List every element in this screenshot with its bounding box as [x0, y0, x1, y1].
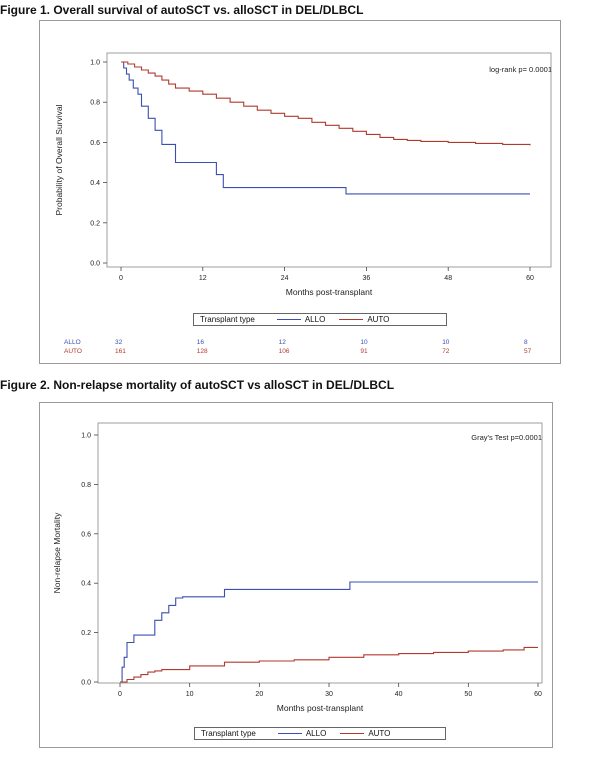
x-tick-label: 0 [118, 691, 122, 698]
risk-cell: 16 [196, 339, 205, 346]
y-axis-label: Non-relapse Mortality [52, 512, 62, 594]
risk-cell: 106 [278, 348, 290, 355]
x-tick-label: 24 [281, 275, 289, 282]
risk-row-label: ALLO [64, 339, 81, 346]
y-tick-label: 0.8 [81, 482, 91, 489]
x-tick-label: 12 [199, 275, 207, 282]
figure-2-legend: Transplant type ALLO AUTO [194, 727, 446, 740]
y-tick-label: 0.0 [90, 261, 100, 268]
legend-allo-swatch [277, 733, 302, 734]
risk-cell: 12 [278, 339, 286, 346]
risk-row-label: AUTO [64, 348, 82, 355]
legend-allo-label: ALLO [304, 315, 326, 324]
x-tick-label: 0 [119, 275, 123, 282]
figure-1-legend: Transplant type ALLO AUTO [193, 313, 447, 326]
x-tick-label: 20 [255, 691, 263, 698]
risk-cell: 8 [524, 339, 528, 346]
series-auto-line [121, 61, 531, 146]
risk-cell: 57 [524, 348, 532, 355]
plot-frame [106, 52, 552, 268]
figure-2-panel: Gray's Test p=0.0001 0.0 0.2 0.4 0.6 0.8 1.0 0… [39, 402, 553, 748]
risk-cell: 10 [360, 339, 368, 346]
y-tick-label: 0.4 [90, 180, 100, 187]
y-tick-label: 1.0 [90, 60, 100, 67]
x-tick-label: 60 [526, 275, 534, 282]
y-tick-label: 0.8 [90, 100, 100, 107]
y-tick-label: 0.4 [81, 581, 91, 588]
figure-1-annotation: log-rank p= 0.0001 [489, 65, 552, 74]
figure-2-title: Figure 2. Non-relapse mortality of autoS… [0, 378, 395, 392]
figure-2-legend-title: Transplant type [201, 729, 256, 738]
risk-cell: 128 [196, 348, 208, 355]
series-allo-line [120, 581, 538, 683]
plot-frame [97, 422, 543, 684]
risk-cell: 10 [442, 339, 450, 346]
x-axis-label: Months post-transplant [277, 703, 364, 713]
risk-cell: 91 [360, 348, 368, 355]
figure-2-plot: Gray's Test p=0.0001 0.0 0.2 0.4 0.6 0.8 1.0 0… [52, 422, 543, 713]
y-tick-label: 0.2 [90, 220, 100, 227]
y-tick-label: 0.0 [81, 680, 91, 687]
figure-1-title: Figure 1. Overall survival of autoSCT vs… [0, 3, 364, 17]
y-tick-label: 1.0 [81, 433, 91, 440]
legend-auto-label: AUTO [367, 315, 390, 324]
risk-cell: 72 [442, 348, 450, 355]
y-tick-label: 0.6 [81, 531, 91, 538]
x-tick-label: 10 [186, 691, 194, 698]
figure-1-plot: log-rank p= 0.0001 0.0 0.2 0.4 0.6 0.8 1.0 0 12… [54, 52, 552, 297]
risk-cell: 32 [115, 339, 123, 346]
risk-cell: 161 [115, 348, 126, 355]
legend-allo-swatch [276, 319, 301, 320]
x-tick-label: 50 [464, 691, 472, 698]
x-tick-label: 60 [534, 691, 542, 698]
legend-allo-label: ALLO [305, 729, 327, 738]
x-tick-label: 36 [363, 275, 371, 282]
y-tick-label: 0.6 [90, 140, 100, 147]
figure-1-legend-title: Transplant type [200, 315, 255, 324]
legend-auto-swatch [339, 319, 364, 320]
figure-2-annotation: Gray's Test p=0.0001 [471, 433, 542, 442]
x-tick-label: 40 [395, 691, 403, 698]
y-axis-label: Probability of Overall Survival [54, 104, 64, 215]
x-tick-label: 48 [444, 275, 452, 282]
legend-auto-swatch [340, 733, 365, 734]
x-tick-label: 30 [325, 691, 333, 698]
legend-auto-label: AUTO [368, 729, 391, 738]
y-tick-label: 0.2 [81, 630, 91, 637]
x-axis-label: Months post-transplant [286, 287, 373, 297]
series-allo-line [121, 61, 530, 195]
series-auto-line [120, 646, 538, 683]
figure-1-panel: log-rank p= 0.0001 0.0 0.2 0.4 0.6 0.8 1.0 0 12… [39, 20, 561, 364]
